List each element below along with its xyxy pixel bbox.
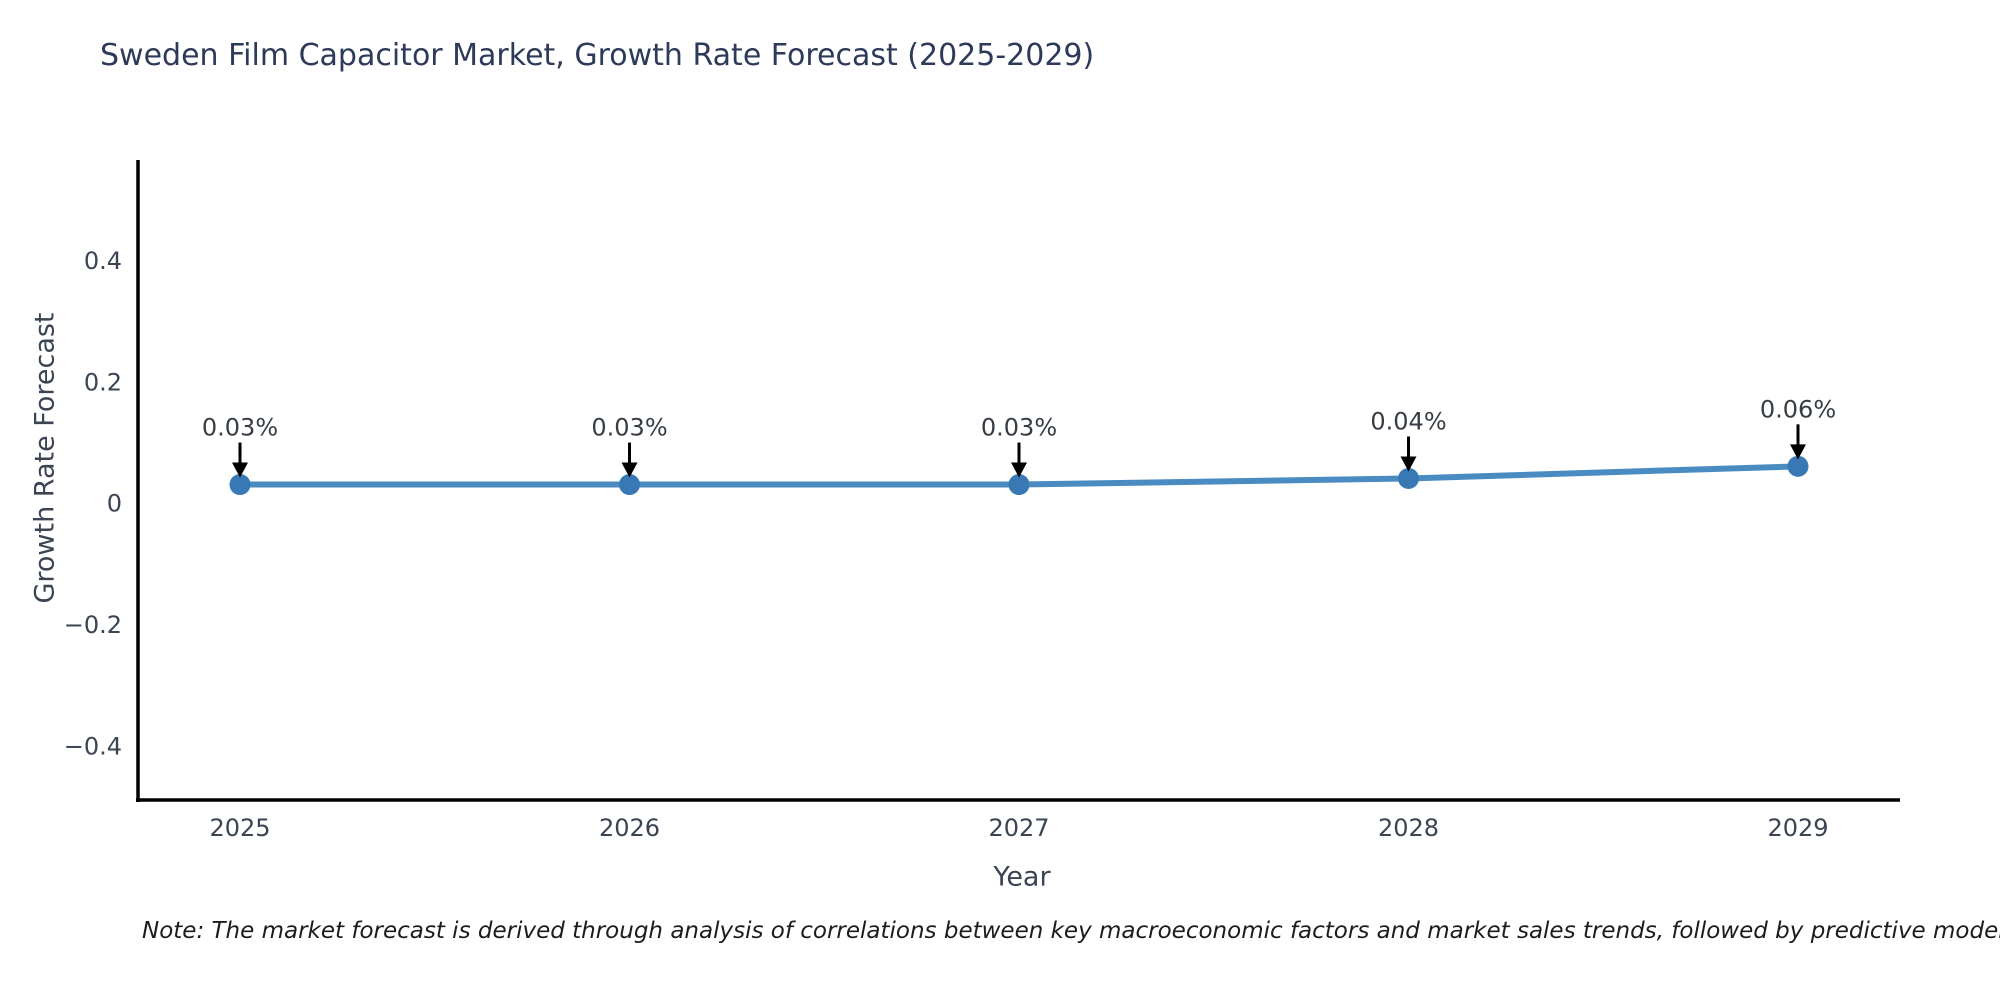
chart-title: Sweden Film Capacitor Market, Growth Rat… bbox=[100, 38, 1095, 73]
data-point-marker bbox=[1008, 474, 1030, 496]
data-point-label: 0.04% bbox=[1370, 407, 1446, 435]
data-point-label: 0.03% bbox=[981, 414, 1057, 442]
data-point-marker bbox=[229, 474, 251, 496]
data-point-marker bbox=[1398, 467, 1419, 489]
y-tick-label: −0.2 bbox=[64, 611, 122, 639]
y-tick-label: 0.4 bbox=[84, 247, 122, 275]
x-tick-label: 2027 bbox=[988, 814, 1049, 842]
x-tick-label: 2028 bbox=[1378, 814, 1439, 842]
annotation-arrowhead-icon bbox=[621, 462, 638, 478]
annotation-arrowhead-icon bbox=[232, 462, 248, 478]
data-point-marker bbox=[619, 474, 640, 496]
x-tick-label: 2026 bbox=[599, 814, 660, 842]
annotation-arrowhead-icon bbox=[1011, 462, 1027, 478]
data-point-label: 0.06% bbox=[1760, 395, 1836, 423]
y-tick-label: −0.4 bbox=[64, 732, 122, 760]
x-tick-label: 2029 bbox=[1767, 814, 1828, 842]
y-tick-label: 0 bbox=[107, 490, 122, 518]
data-point-label: 0.03% bbox=[591, 414, 667, 442]
footnote: Note: The market forecast is derived thr… bbox=[142, 918, 2000, 944]
x-axis-title: Year bbox=[993, 861, 1051, 893]
y-tick-label: 0.2 bbox=[84, 368, 122, 396]
annotation-arrowhead-icon bbox=[1400, 456, 1417, 472]
annotation-arrowhead-icon bbox=[1790, 444, 1806, 460]
data-point-label: 0.03% bbox=[202, 414, 278, 442]
data-point-marker bbox=[1787, 455, 1809, 477]
x-tick-label: 2025 bbox=[209, 814, 270, 842]
